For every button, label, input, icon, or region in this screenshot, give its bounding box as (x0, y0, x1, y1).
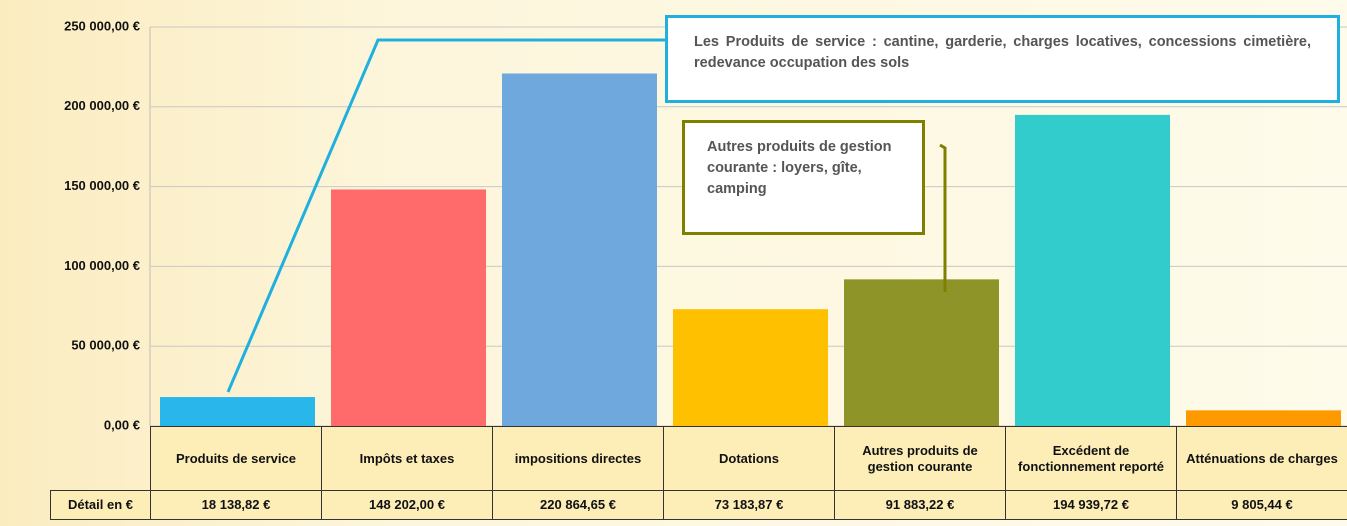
bar (160, 397, 315, 426)
y-tick-label: 150 000,00 € (64, 178, 140, 193)
leader-line (939, 143, 947, 292)
category-label: Impôts et taxes (321, 426, 493, 491)
table-row-label: Détail en € (50, 490, 151, 520)
y-tick-label: 50 000,00 € (71, 338, 140, 353)
value-label: 220 864,65 € (492, 490, 664, 520)
value-label: 91 883,22 € (834, 490, 1006, 520)
category-label: Dotations (663, 426, 835, 491)
category-label: Excédent de fonctionnement reporté (1005, 426, 1177, 491)
y-tick-label: 250 000,00 € (64, 18, 140, 33)
y-tick-label: 200 000,00 € (64, 98, 140, 113)
bar (844, 279, 999, 426)
category-label: impositions directes (492, 426, 664, 491)
y-tick-label: 0,00 € (104, 417, 140, 432)
bar (502, 73, 657, 427)
y-tick-label: 100 000,00 € (64, 258, 140, 273)
value-label: 9 805,44 € (1176, 490, 1347, 520)
category-label: Autres produits de gestion courante (834, 426, 1006, 491)
value-label: 194 939,72 € (1005, 490, 1177, 520)
bar (1186, 410, 1341, 426)
annotation: Autres produits de gestion courante : lo… (682, 120, 925, 235)
bar (673, 309, 828, 426)
category-label: Produits de service (150, 426, 322, 491)
annotation: Les Produits de service : cantine, garde… (665, 15, 1340, 103)
value-label: 73 183,87 € (663, 490, 835, 520)
value-label: 18 138,82 € (150, 490, 322, 520)
category-label: Atténuations de charges (1176, 426, 1347, 491)
bar (1015, 114, 1170, 426)
leader-line (226, 38, 665, 393)
bar (331, 189, 486, 426)
value-label: 148 202,00 € (321, 490, 493, 520)
